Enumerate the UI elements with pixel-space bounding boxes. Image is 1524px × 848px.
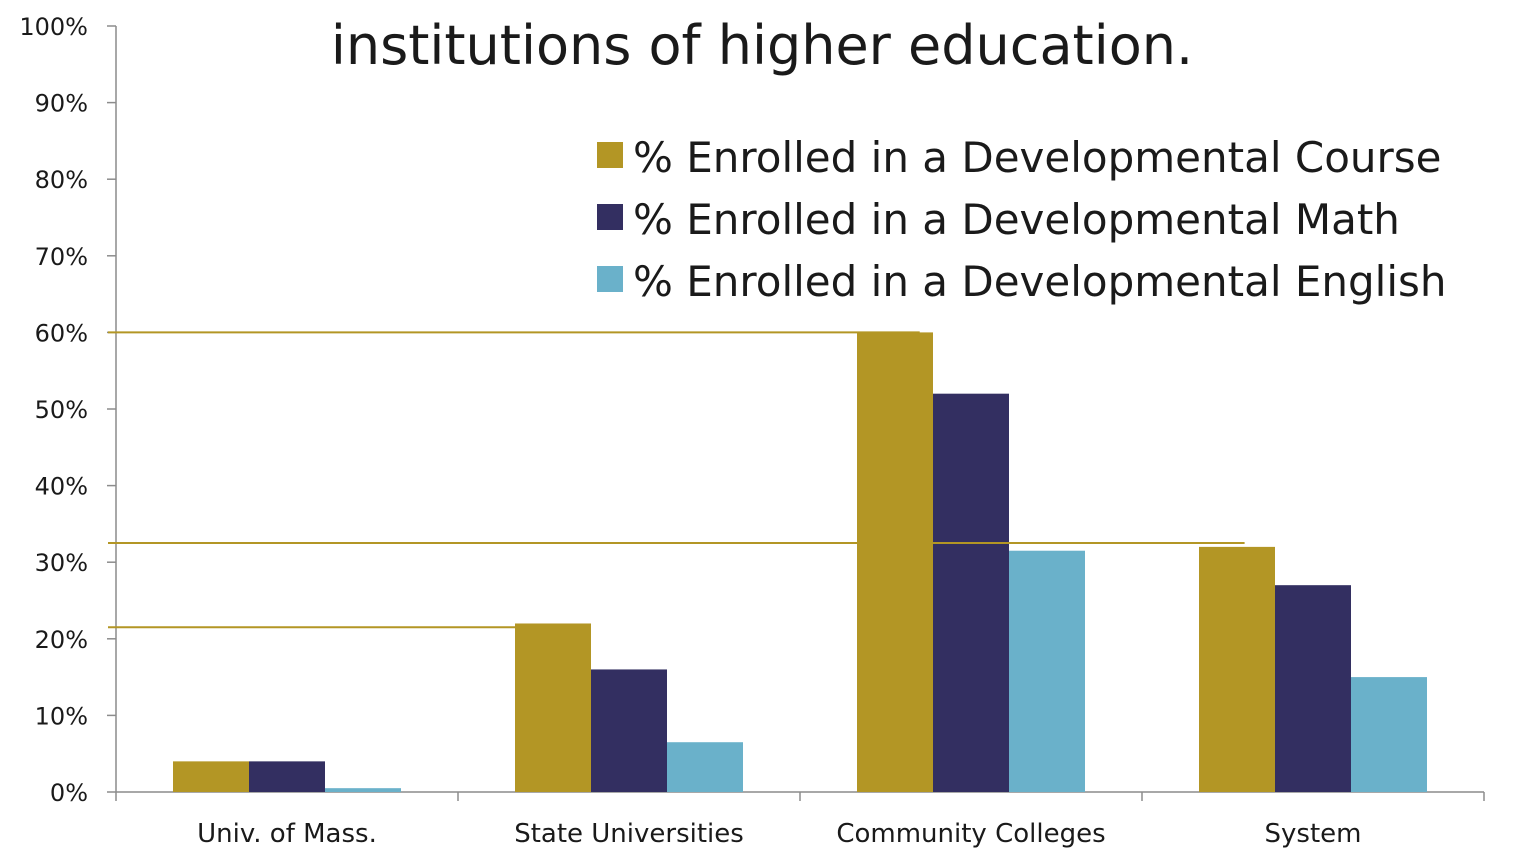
bar xyxy=(1199,546,1275,792)
chart-title-line-2: institutions of higher education. xyxy=(330,14,1194,77)
y-tick-label: 50% xyxy=(35,396,88,424)
y-tick-label: 0% xyxy=(50,779,88,807)
y-tick-label: 10% xyxy=(35,702,88,730)
y-tick-label: 30% xyxy=(35,549,88,577)
bar xyxy=(933,393,1009,792)
y-tick-label: 60% xyxy=(35,319,88,347)
x-category-label: System xyxy=(1265,819,1362,848)
legend-label: % Enrolled in a Developmental Course xyxy=(633,133,1442,182)
bar xyxy=(1009,550,1085,792)
legend-label: % Enrolled in a Developmental English xyxy=(633,257,1447,306)
x-category-label: Community Colleges xyxy=(836,819,1105,848)
y-tick-label: 40% xyxy=(35,473,88,501)
bar xyxy=(515,623,591,792)
bar xyxy=(1275,585,1351,792)
bar xyxy=(667,742,743,792)
bar xyxy=(591,669,667,792)
y-tick-label: 80% xyxy=(35,166,88,194)
x-category-label: State Universities xyxy=(514,819,744,848)
bar xyxy=(857,332,933,792)
y-tick-label: 100% xyxy=(19,13,88,41)
y-tick-label: 20% xyxy=(35,626,88,654)
x-category-label: Univ. of Mass. xyxy=(197,819,377,848)
bar xyxy=(1351,677,1427,792)
legend-swatch xyxy=(597,204,623,230)
bar xyxy=(173,761,249,792)
legend-label: % Enrolled in a Developmental Math xyxy=(633,195,1400,244)
bar xyxy=(249,761,325,792)
y-tick-label: 70% xyxy=(35,243,88,271)
bar xyxy=(325,788,401,792)
y-tick-label: 90% xyxy=(35,90,88,118)
legend-swatch xyxy=(597,142,623,168)
legend-swatch xyxy=(597,266,623,292)
